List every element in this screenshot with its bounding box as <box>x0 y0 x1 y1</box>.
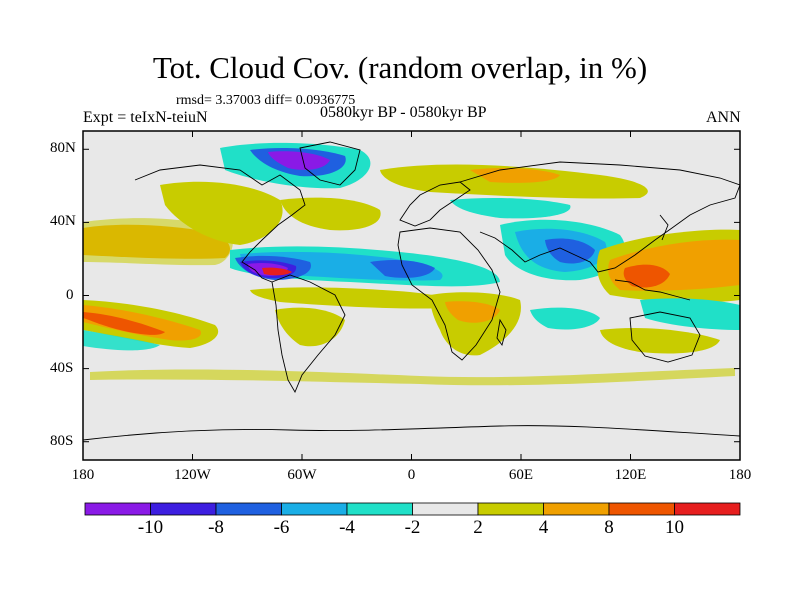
colorbar-label: -4 <box>339 517 355 538</box>
y-tick-label: 40S <box>50 359 74 376</box>
period-label: 0580kyr BP - 0580kyr BP <box>320 104 487 121</box>
experiment-label: Expt = teIxN-teiuN <box>83 109 208 126</box>
field-pos-tropatl <box>250 287 453 309</box>
colorbar-swatch <box>477 502 544 516</box>
coast-eurasia <box>459 161 740 273</box>
field-pos-samerica <box>275 307 345 347</box>
colorbar-swatch <box>608 502 675 516</box>
x-tick-label: 60E <box>508 467 534 483</box>
coast-greenland <box>299 141 361 186</box>
colorbar-label: -2 <box>404 517 421 538</box>
coast-south-america <box>271 274 346 394</box>
coast-australia <box>629 311 701 363</box>
coast-antarctica <box>83 425 740 441</box>
coast-madagascar <box>496 318 507 347</box>
colorbar-swatch <box>150 502 217 516</box>
colorbar-swatch <box>412 502 479 516</box>
field-pos-antarctic <box>90 368 735 386</box>
coast-japan <box>659 214 669 241</box>
contour-fields <box>83 142 740 386</box>
field-pos-spac-orange <box>83 305 201 341</box>
field-pos-eurasia-orange <box>470 167 560 183</box>
season-label: ANN <box>706 109 741 126</box>
field-neg-spacific-w <box>640 298 740 330</box>
x-tick-label: 120W <box>174 467 211 483</box>
plot-title: Tot. Cloud Cov. (random overlap, in %) <box>152 50 648 85</box>
field-pos-namerica <box>160 181 283 245</box>
x-tick-label: 60W <box>287 467 317 483</box>
colorbar-label: 4 <box>538 517 549 538</box>
x-tick-label: 180 <box>728 467 752 483</box>
field-pos-natl <box>280 197 381 231</box>
coastlines <box>83 141 740 441</box>
colorbar <box>84 502 741 516</box>
x-tick-label: 120E <box>614 467 647 483</box>
x-tick-label: 180 <box>71 467 95 483</box>
colorbar-label: -6 <box>273 517 290 538</box>
colorbar-label: 10 <box>665 517 684 538</box>
y-tick-label: 0 <box>66 286 74 303</box>
field-neg-asia-blue <box>545 238 595 264</box>
coast-europe <box>399 181 471 227</box>
colorbar-label: -10 <box>137 517 164 538</box>
field-neg-indian <box>530 307 600 330</box>
field-pos-africa-orange <box>445 301 500 323</box>
coast-africa <box>397 227 501 361</box>
colorbar-swatch <box>215 502 282 516</box>
colorbar-swatch <box>84 502 151 516</box>
field-pos-wpac-darkorange <box>623 264 670 288</box>
field-neg-atl-blue <box>370 260 435 278</box>
field-neg-nasia <box>450 197 571 219</box>
field-neg-arctic-purple <box>268 151 330 170</box>
colorbar-label: 2 <box>473 517 483 538</box>
field-pos-austr <box>600 328 720 354</box>
axis-ticks <box>82 131 741 460</box>
y-tick-label: 80S <box>50 432 74 449</box>
field-neg-spac <box>83 330 160 351</box>
field-pos-spac-red <box>83 312 165 335</box>
coast-north-america <box>134 164 306 283</box>
colorbar-label: -8 <box>208 517 224 538</box>
stats-label: rmsd= 3.37003 diff= 0.0936775 <box>176 93 356 108</box>
x-tick-label: 0 <box>407 467 416 483</box>
colorbar-label: 8 <box>604 517 614 538</box>
y-tick-label: 40N <box>50 213 76 230</box>
colorbar-swatch <box>543 502 610 516</box>
field-pos-caribbean-red <box>262 267 292 276</box>
colorbar-swatch <box>674 502 741 516</box>
coast-maritime <box>614 279 691 301</box>
y-tick-label: 80N <box>50 140 76 157</box>
colorbar-swatch <box>281 502 348 516</box>
colorbar-swatch <box>346 502 413 516</box>
